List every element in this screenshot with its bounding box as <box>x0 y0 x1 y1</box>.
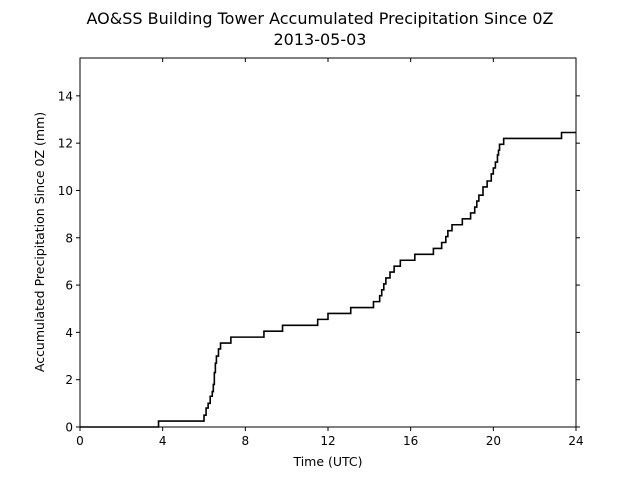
x-tick-label: 8 <box>242 434 250 448</box>
y-tick-label: 4 <box>65 326 73 340</box>
y-tick-label: 10 <box>58 184 73 198</box>
x-tick-label: 12 <box>320 434 335 448</box>
x-tick-label: 0 <box>76 434 84 448</box>
y-tick-label: 12 <box>58 137 73 151</box>
y-tick-label: 2 <box>65 373 73 387</box>
y-axis-label: Accumulated Precipitation Since 0Z (mm) <box>32 112 47 372</box>
x-axis-label: Time (UTC) <box>292 454 362 469</box>
x-tick-label: 24 <box>568 434 583 448</box>
plot-frame <box>79 57 577 428</box>
series-layer <box>80 131 576 428</box>
x-tick-label: 16 <box>403 434 418 448</box>
chart-title: AO&SS Building Tower Accumulated Precipi… <box>87 9 554 28</box>
x-tick-label: 20 <box>486 434 501 448</box>
x-tick-label: 4 <box>159 434 167 448</box>
y-tick-label: 14 <box>58 89 73 103</box>
y-tick-label: 8 <box>65 231 73 245</box>
chart-subtitle: 2013-05-03 <box>274 30 367 49</box>
precipitation-step-line <box>80 131 576 428</box>
y-tick-label: 0 <box>65 421 73 435</box>
y-tick-label: 6 <box>65 279 73 293</box>
